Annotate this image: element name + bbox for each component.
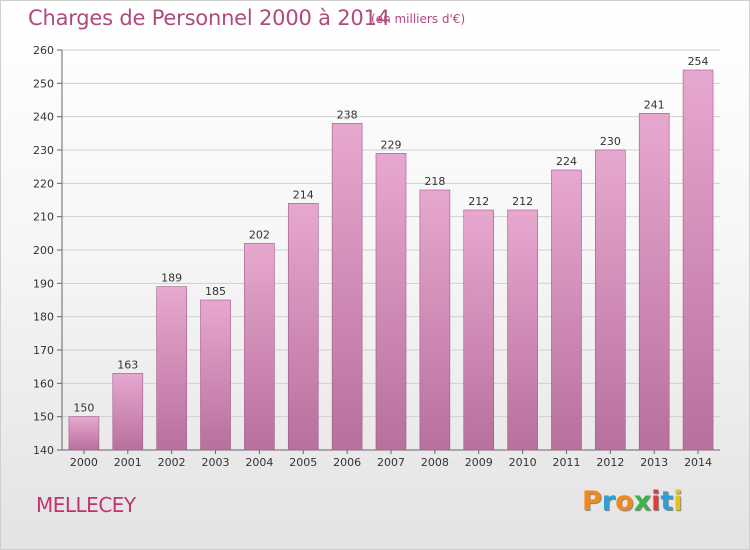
logo-letter: P — [582, 486, 602, 517]
x-tick-label-2005: 2005 — [289, 456, 317, 469]
data-label-2006: 238 — [337, 108, 358, 121]
y-tick-label: 260 — [33, 44, 54, 57]
bar-2007 — [375, 153, 407, 451]
bar-2014 — [682, 69, 714, 451]
commune-name: MELLECEY — [36, 493, 136, 517]
bar-2001 — [112, 373, 144, 451]
data-label-2014: 254 — [688, 55, 709, 68]
y-tick-label: 150 — [33, 411, 54, 424]
chart-subtitle: (en milliers d'€) — [371, 12, 466, 26]
bars — [68, 69, 714, 451]
data-label-2008: 218 — [424, 175, 445, 188]
bar-2003 — [200, 299, 231, 451]
bar-2011 — [551, 169, 582, 451]
x-tick-label-2001: 2001 — [114, 456, 142, 469]
data-label-2003: 185 — [205, 285, 226, 298]
y-tick-label: 200 — [33, 244, 54, 257]
x-tick-label-2014: 2014 — [684, 456, 712, 469]
x-tick-label-2012: 2012 — [596, 456, 624, 469]
y-tick-label: 160 — [33, 377, 54, 390]
bar-2004 — [244, 243, 275, 451]
data-label-2007: 229 — [381, 138, 402, 151]
bar-2008 — [419, 189, 451, 451]
bar-2006 — [331, 123, 363, 451]
x-tick-label-2009: 2009 — [465, 456, 493, 469]
data-label-2012: 230 — [600, 135, 621, 148]
x-tick-label-2011: 2011 — [552, 456, 580, 469]
y-tick-label: 240 — [33, 111, 54, 124]
x-tick-label-2002: 2002 — [158, 456, 186, 469]
bar-2000 — [68, 416, 100, 451]
x-tick-label-2013: 2013 — [640, 456, 668, 469]
data-label-2009: 212 — [468, 195, 489, 208]
data-label-2002: 189 — [161, 272, 182, 285]
data-label-2000: 150 — [73, 402, 94, 415]
data-label-2004: 202 — [249, 228, 270, 241]
x-tick-label-2006: 2006 — [333, 456, 361, 469]
x-tick-label-2003: 2003 — [202, 456, 230, 469]
y-tick-label: 250 — [33, 77, 54, 90]
x-tick-label-2000: 2000 — [70, 456, 98, 469]
y-tick-label: 220 — [33, 177, 54, 190]
y-tick-label: 190 — [33, 277, 54, 290]
bar-2002 — [156, 286, 187, 451]
data-label-2005: 214 — [293, 188, 314, 201]
x-tick-label-2008: 2008 — [421, 456, 449, 469]
logo-letter: o — [615, 486, 634, 517]
bar-2013 — [638, 113, 670, 451]
logo-letter: r — [601, 486, 616, 517]
logo-letter: t — [660, 486, 674, 517]
bar-2012 — [595, 149, 626, 451]
data-label-2013: 241 — [644, 98, 665, 111]
bar-2009 — [463, 209, 495, 451]
bar-2010 — [507, 209, 538, 451]
data-label-2010: 212 — [512, 195, 533, 208]
y-tick-label: 180 — [33, 311, 54, 324]
data-label-2001: 163 — [117, 358, 138, 371]
x-tick-label-2004: 2004 — [245, 456, 273, 469]
chart-title: Charges de Personnel 2000 à 2014 — [28, 6, 390, 30]
y-tick-label: 170 — [33, 344, 54, 357]
x-tick-label-2010: 2010 — [509, 456, 537, 469]
x-tick-label-2007: 2007 — [377, 456, 405, 469]
y-tick-label: 230 — [33, 144, 54, 157]
labels: 140 150 160 170 180 190 200 210 220 230 240 250 260 1… — [33, 44, 712, 469]
logo-letter: i — [673, 486, 683, 517]
logo-letter: i — [651, 486, 661, 517]
y-tick-label: 210 — [33, 211, 54, 224]
y-tick-label: 140 — [33, 444, 54, 457]
bar-2005 — [287, 203, 319, 451]
data-label-2011: 224 — [556, 155, 577, 168]
logo-letter: x — [633, 486, 652, 517]
